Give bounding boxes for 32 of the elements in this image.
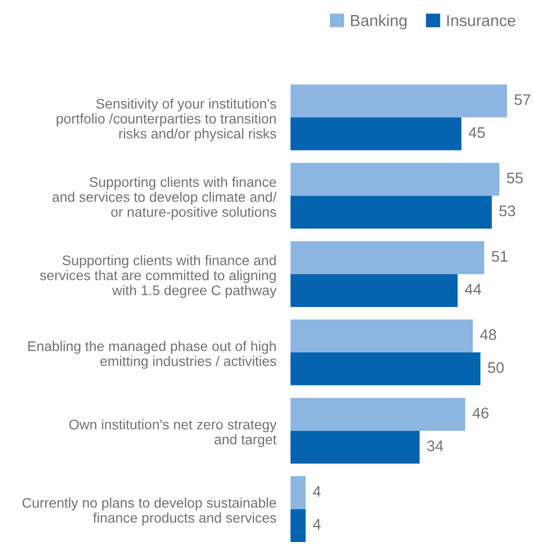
bar xyxy=(290,241,484,274)
bar xyxy=(290,398,466,431)
legend-label: Banking xyxy=(351,14,406,30)
data-label: 51 xyxy=(492,251,508,262)
y-tick-label: Supporting clients with finance and services to develop climate and/ or nature-positive solutions xyxy=(52,176,277,220)
bar xyxy=(290,352,480,386)
y-tick-label: Own institution's net zero strategy and target xyxy=(69,419,277,448)
bar xyxy=(290,84,508,118)
data-label: 45 xyxy=(468,127,485,138)
data-label: 34 xyxy=(427,440,444,452)
legend-label: Insurance xyxy=(447,15,516,26)
y-tick-label: Currently no plans to develop sustainable finance products and services xyxy=(22,498,276,526)
bar xyxy=(290,509,306,542)
data-label: 55 xyxy=(506,172,523,184)
bar xyxy=(290,117,462,150)
y-tick-label: Sensitivity of your institution's portfolio /counterparties to transition risks and/or physical risks xyxy=(56,98,276,142)
y-tick-label: Enabling the managed phase out of high emitting industries / activities xyxy=(28,340,276,369)
bar xyxy=(290,196,492,229)
data-label: 4 xyxy=(312,518,321,530)
data-label: 48 xyxy=(480,329,496,340)
y-tick-label: Supporting clients with finance and services that are committed to aligning with 1.5 degree C pathway xyxy=(40,255,277,298)
data-label: 50 xyxy=(488,362,504,373)
bar xyxy=(290,162,500,196)
bar xyxy=(290,430,420,464)
data-label: 4 xyxy=(312,486,321,497)
data-label: 57 xyxy=(514,94,530,106)
bar xyxy=(290,320,473,352)
data-label: 46 xyxy=(472,408,488,418)
data-label: 44 xyxy=(464,284,482,294)
data-label: 53 xyxy=(499,205,516,216)
bar xyxy=(290,274,458,307)
bar xyxy=(290,476,306,510)
